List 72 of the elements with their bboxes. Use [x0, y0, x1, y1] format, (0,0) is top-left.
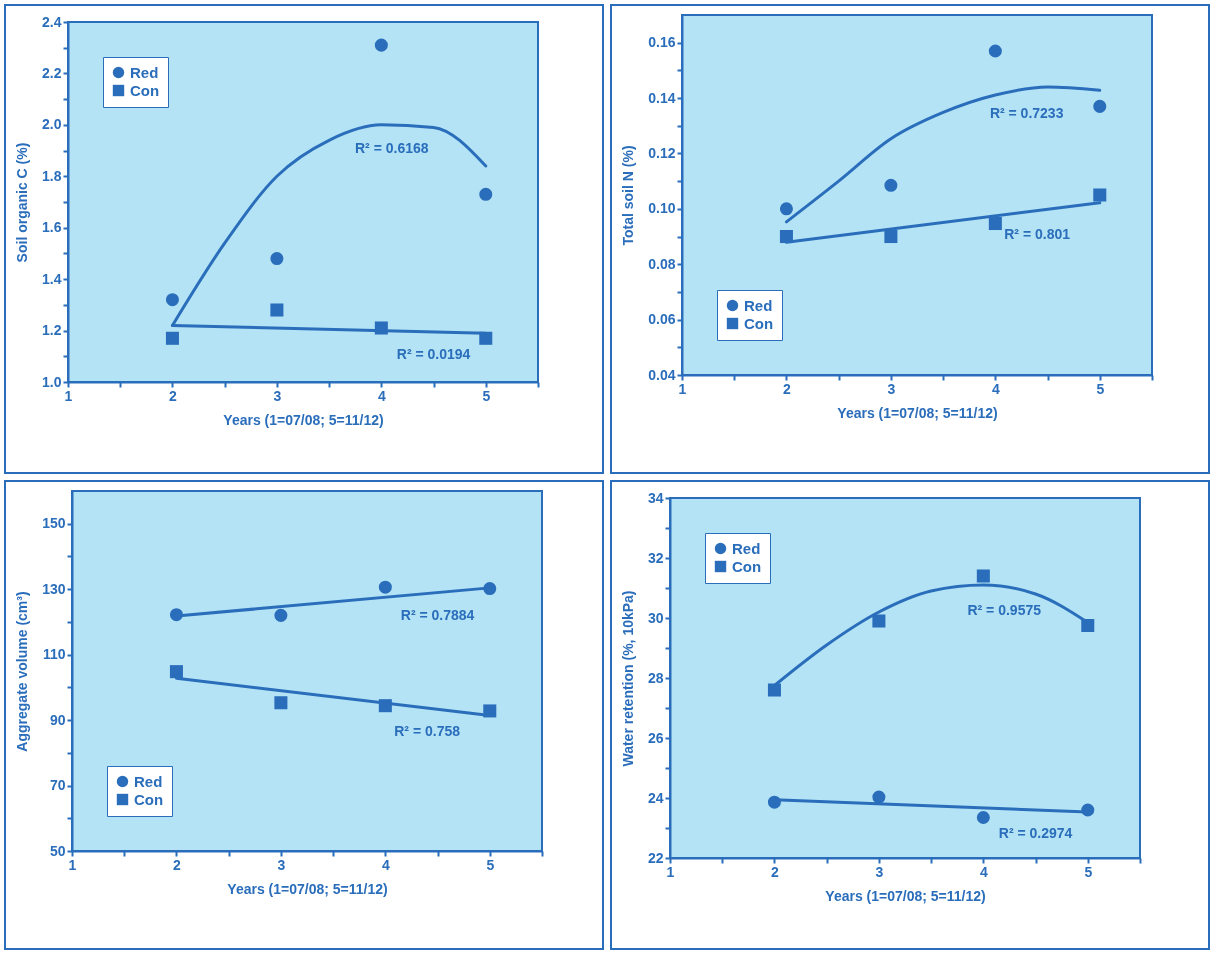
annotation: R² = 0.6168: [355, 139, 429, 156]
y-tick-label: 34: [647, 489, 664, 506]
x-tick-label: 1: [678, 380, 687, 397]
legend-label: Red: [134, 772, 163, 790]
legend-label: Red: [130, 63, 159, 81]
y-tick-label: 26: [647, 729, 664, 746]
x-axis-title: Years (1=07/08; 5=11/12): [223, 411, 384, 428]
x-tick-label: 5: [1084, 863, 1093, 880]
annotation: R² = 0.758: [394, 722, 461, 739]
y-tick-label: 150: [42, 515, 66, 532]
y-tick-label: 22: [647, 849, 664, 866]
y-axis-title: Water retention (%, 10kPa): [619, 590, 636, 767]
y-tick-label: 1.2: [42, 322, 62, 339]
y-tick-label: 1.8: [42, 167, 62, 184]
annotation: R² = 0.7884: [400, 607, 475, 624]
y-tick-label: 24: [647, 789, 664, 806]
legend-label: Con: [744, 314, 774, 332]
y-axis-title: Aggregate volume (cm³): [14, 591, 31, 752]
y-axis-title: Soil organic C (%): [14, 142, 31, 263]
y-tick-label: 1.0: [42, 373, 62, 390]
legend-label: Con: [130, 81, 160, 99]
x-axis-title: Years (1=07/08; 5=11/12): [825, 887, 986, 904]
y-tick-label: 0.12: [648, 144, 676, 161]
x-tick-label: 4: [381, 856, 390, 873]
x-tick-label: 1: [68, 856, 77, 873]
y-axis-title: Total soil N (%): [620, 145, 637, 246]
y-tick-label: 1.4: [42, 270, 62, 287]
y-tick-label: 50: [49, 842, 66, 859]
legend-label: Red: [744, 296, 773, 314]
x-tick-label: 3: [887, 380, 896, 397]
y-tick-label: 130: [42, 580, 66, 597]
legend-label: Con: [134, 790, 164, 808]
x-tick-label: 5: [486, 856, 495, 873]
annotation: R² = 0.801: [1004, 225, 1071, 242]
annotation: R² = 0.2974: [998, 825, 1073, 841]
y-tick-label: 0.16: [648, 34, 676, 51]
x-tick-label: 4: [991, 380, 1000, 397]
x-tick-label: 1: [666, 863, 675, 880]
x-axis-title: Years (1=07/08; 5=11/12): [837, 404, 998, 421]
x-tick-label: 4: [377, 387, 386, 404]
annotation: R² = 0.0194: [396, 345, 471, 362]
x-tick-label: 4: [979, 863, 988, 880]
y-tick-label: 0.04: [648, 366, 676, 383]
x-tick-label: 2: [173, 856, 182, 873]
legend-label: Red: [732, 539, 761, 557]
y-tick-label: 2.4: [42, 13, 62, 30]
x-tick-label: 1: [64, 387, 73, 404]
y-tick-label: 1.6: [42, 219, 62, 236]
y-tick-label: 32: [647, 549, 664, 566]
annotation: R² = 0.7233: [989, 104, 1064, 121]
legend-label: Con: [732, 557, 762, 575]
y-tick-label: 2.0: [42, 116, 62, 133]
x-tick-label: 5: [1096, 380, 1105, 397]
y-tick-label: 90: [49, 711, 66, 728]
x-axis-title: Years (1=07/08; 5=11/12): [227, 880, 388, 897]
x-tick-label: 2: [783, 380, 792, 397]
x-tick-label: 5: [482, 387, 491, 404]
y-tick-label: 0.10: [648, 200, 676, 217]
x-tick-label: 2: [771, 863, 780, 880]
y-tick-label: 28: [647, 669, 664, 686]
y-tick-label: 110: [42, 646, 66, 663]
y-tick-label: 2.2: [42, 64, 62, 81]
x-tick-label: 3: [277, 856, 286, 873]
y-tick-label: 0.14: [648, 89, 676, 106]
y-tick-label: 0.06: [648, 311, 676, 328]
x-tick-label: 2: [169, 387, 178, 404]
y-tick-label: 30: [647, 609, 664, 626]
y-tick-label: 0.08: [648, 255, 676, 272]
x-tick-label: 3: [875, 863, 884, 880]
y-tick-label: 70: [49, 777, 66, 794]
annotation: R² = 0.9575: [967, 601, 1042, 618]
x-tick-label: 3: [273, 387, 282, 404]
